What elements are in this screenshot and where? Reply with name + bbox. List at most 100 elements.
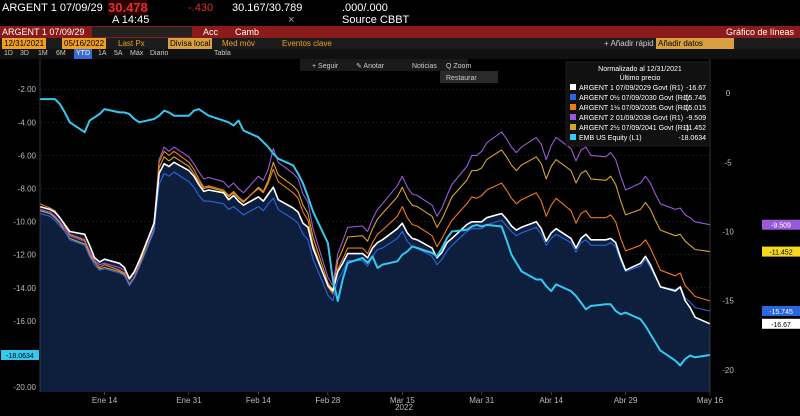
legend-series-name: ARGENT 2 01/09/2038 Govt (R1) — [579, 115, 683, 122]
follow-button[interactable]: + Seguir — [312, 63, 339, 70]
last-px-field[interactable]: Last Px — [118, 39, 145, 48]
left-y-tick-label: -16.00 — [13, 317, 36, 326]
left-y-tick-label: -2.00 — [18, 85, 37, 94]
legend-series-value: -15.015 — [682, 105, 706, 112]
right-y-tick-label: -20 — [722, 366, 734, 375]
period-max[interactable]: Máx — [130, 50, 144, 57]
right-y-tick-label: 0 — [726, 89, 731, 98]
last-value-badge — [762, 305, 800, 316]
last-value-badge — [1, 349, 39, 360]
legend-series-value: -11.452 — [683, 125, 706, 132]
security-ticker: ARGENT 1 07/09/29 — [2, 2, 103, 14]
period-1d[interactable]: 1D — [4, 50, 13, 57]
last-value-badge-label: -18.0634 — [6, 353, 34, 360]
x-tick-label: Feb 28 — [315, 396, 340, 405]
x-ticks: Ene 14 Ene 31 Feb 14 Feb 28 Mar 15 Mar 31 Abr … — [92, 392, 724, 405]
left-y-tick-label: -12.00 — [13, 251, 36, 260]
legend-series-name: ARGENT 2½ 07/09/2041 Govt (R1) — [579, 124, 689, 132]
legend-subtitle: Último precio — [620, 73, 661, 82]
acc-label: Acc — [203, 27, 219, 37]
right-y-tick-label: -15 — [722, 297, 734, 306]
quote-time: A 14:45 — [112, 14, 150, 26]
period-1a[interactable]: 1A — [98, 50, 107, 57]
x-tick-label: Mar 15 — [390, 396, 415, 405]
right-y-tick-label: -10 — [722, 228, 734, 237]
left-y-tick-label: -6.00 — [18, 151, 37, 160]
x-tick-label: Mar 31 — [469, 396, 494, 405]
x-tick-label: Abr 14 — [539, 396, 563, 405]
series-lines — [39, 98, 711, 367]
last-value-badge — [762, 246, 800, 257]
legend-series-value: -16.67 — [686, 85, 706, 92]
x-tick-label: Ene 14 — [92, 396, 118, 405]
legend-box — [565, 61, 711, 147]
legend-title: Normalizado al 12/31/2021 — [598, 66, 682, 73]
emb-area-fill — [40, 162, 710, 392]
legend-swatch — [570, 104, 576, 110]
source-label: Source CBBT — [342, 14, 410, 26]
left-y-tick-label: -8.00 — [18, 184, 37, 193]
chart-type-title: Gráfico de líneas — [725, 27, 794, 37]
right-y-tick-label: -5 — [724, 158, 732, 167]
period-3d[interactable]: 3D — [20, 50, 29, 57]
legend-series-value: -15.745 — [682, 95, 706, 102]
zoom-button[interactable]: Q Zoom — [446, 63, 471, 70]
size-values: .000/.000 — [342, 2, 388, 14]
start-date-field[interactable]: 12/31/2021 — [2, 38, 47, 49]
x-tick-label: Feb 14 — [246, 396, 271, 405]
add-data-field[interactable]: Añadir datos — [656, 38, 734, 49]
end-date-field[interactable]: 05/16/2022 — [62, 38, 107, 49]
period-ytd[interactable]: YTD — [74, 49, 92, 59]
left-y-tick-label: -20.00 — [13, 383, 36, 392]
legend: Normalizado al 12/31/2021 Último precio … — [565, 61, 711, 147]
legend-items: ARGENT 1 07/09/2029 Govt (R1) -16.67 ARGEN… — [570, 84, 706, 142]
period-1m[interactable]: 1M — [38, 50, 48, 57]
legend-swatch — [570, 114, 576, 120]
legend-swatch — [570, 134, 576, 140]
price-change: -.430 — [188, 2, 214, 14]
last-value-badge — [762, 219, 800, 230]
x-mark: × — [288, 14, 295, 26]
series-line-5 — [40, 98, 711, 367]
last-value-badge-label: -9.509 — [771, 223, 791, 230]
add-rapid-button[interactable]: + Añadir rápid — [604, 39, 654, 48]
legend-swatch — [570, 84, 576, 90]
left-y-tick-label: -4.00 — [18, 118, 37, 127]
x-tick-label: Abr 29 — [614, 396, 638, 405]
legend-series-name: ARGENT 1 07/09/2029 Govt (R1) — [579, 85, 683, 92]
table-toggle[interactable]: Tabla — [214, 50, 231, 57]
series-line-0 — [39, 161, 711, 325]
frequency-select[interactable]: Diario — [150, 50, 169, 57]
x-tick-label: Ene 31 — [176, 396, 202, 405]
legend-series-value: -18.0634 — [678, 135, 706, 142]
legend-series-name: ARGENT 1⅛ 07/09/2035 Govt (R1) — [579, 105, 689, 112]
legend-series-name: ARGENT 0½ 07/09/2030 Govt (R1) — [579, 94, 689, 102]
moving-average-toggle[interactable]: Med móv — [222, 39, 255, 48]
restore-button[interactable] — [440, 71, 498, 83]
period-5a[interactable]: 5A — [114, 50, 123, 57]
last-value-badge-label: -16.67 — [771, 322, 791, 329]
chart-controls: 12/31/2021 05/16/2022 Last Px Divisa loc… — [0, 38, 800, 49]
command-bar: ARGENT 1 07/09/29 Acc Camb Gráfico de lí… — [0, 26, 800, 38]
left-y-tick-label: -14.00 — [13, 284, 36, 293]
period-6m[interactable]: 6M — [56, 50, 66, 57]
command-input[interactable] — [92, 27, 192, 37]
left-y-tick-label: -10.00 — [13, 218, 36, 227]
last-value-badges: -9.509 -11.452 -15.745 -16.67 -18.0634 — [1, 219, 800, 360]
year-label: 2022 — [395, 403, 413, 412]
last-value-badge-label: -11.452 — [769, 250, 792, 257]
annotate-button[interactable]: ✎ Anotar — [356, 63, 385, 70]
restore-label: Restaurar — [446, 75, 477, 82]
line-chart[interactable]: -2.00 -4.00 -6.00 -8.00 -10.00 -12.00 -14.00 -1… — [0, 59, 800, 416]
last-price: 30.478 — [108, 0, 148, 15]
period-selector: 1D 3D 1M 6M YTD 1A 5A Máx Diario Tabla — [0, 49, 800, 59]
security-field[interactable]: ARGENT 1 07/09/29 — [2, 27, 85, 37]
quote-header: ARGENT 1 07/09/29 30.478 -.430 30.167/30… — [0, 0, 800, 26]
right-y-ticks: 0 -5 -10 -15 -20 — [722, 89, 734, 375]
key-events-toggle[interactable]: Eventos clave — [282, 39, 332, 48]
last-value-badge — [762, 318, 800, 329]
last-value-badge-label: -15.745 — [769, 309, 793, 316]
series-line-3 — [39, 131, 711, 287]
currency-field[interactable]: Divisa local — [168, 38, 213, 49]
news-button[interactable]: Noticias — [412, 63, 437, 70]
